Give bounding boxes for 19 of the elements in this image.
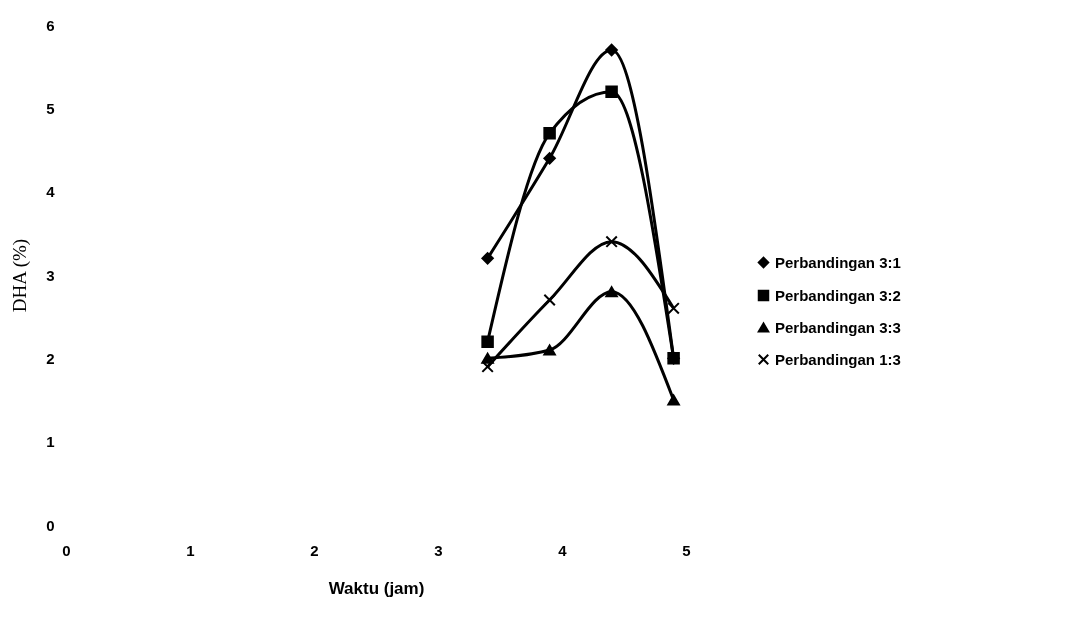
x-tick-label: 4 [558,541,568,559]
x-tick-label: 0 [62,541,71,559]
y-axis-title: DHA (%) [9,238,32,313]
x-tick-label: 3 [434,541,443,559]
legend-label: Perbandingan 3:2 [775,286,901,304]
legend-label: Perbandingan 1:3 [775,350,901,368]
x-tick-label: 2 [310,541,319,559]
y-tick-label: 2 [46,349,55,367]
x-tick-label: 1 [186,541,195,559]
legend-label: Perbandingan 3:1 [775,253,901,271]
x-axis-title: Waktu (jam) [328,578,425,598]
y-tick-label: 0 [46,516,55,534]
y-tick-label: 3 [46,266,55,284]
y-tick-label: 4 [46,183,56,201]
y-tick-label: 1 [46,433,55,451]
y-tick-label: 5 [46,99,55,117]
legend-label: Perbandingan 3:3 [775,318,901,336]
y-tick-label: 6 [46,16,55,34]
x-tick-label: 5 [682,541,691,559]
